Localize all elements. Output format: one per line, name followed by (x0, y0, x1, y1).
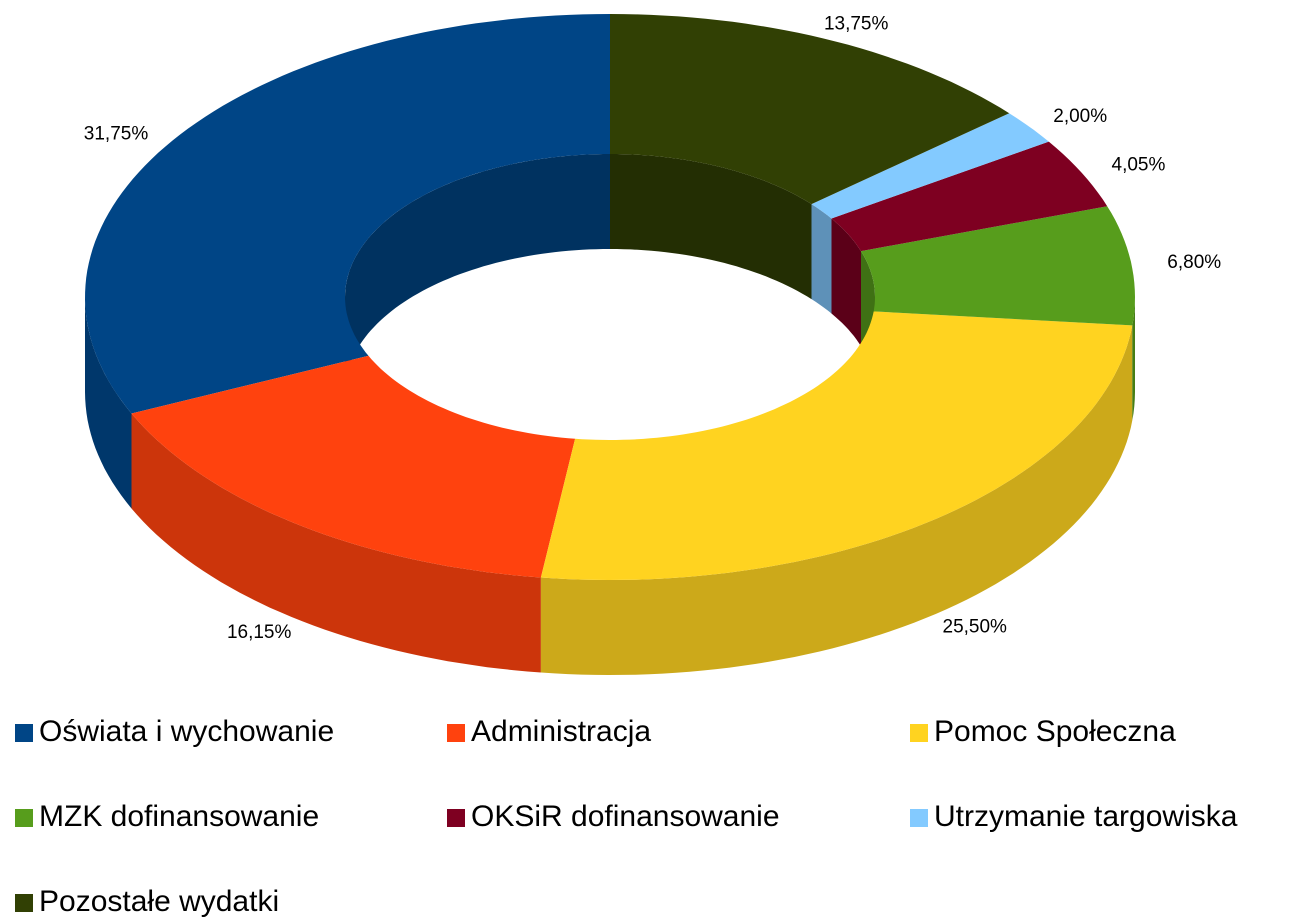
legend-swatch (15, 724, 33, 742)
slice (861, 206, 1135, 326)
inner-wall (831, 218, 861, 347)
outer-walls (85, 297, 1135, 675)
legend-swatch (15, 809, 33, 827)
top-faces (85, 14, 1135, 580)
legend-label: Pomoc Społeczna (934, 715, 1176, 748)
inner-wall (610, 154, 812, 300)
value-label: 31,75% (84, 123, 149, 144)
legend-label: Pozostałe wydatki (39, 885, 279, 918)
inner-wall (811, 204, 832, 314)
value-label: 6,80% (1167, 252, 1221, 273)
legend-label: Oświata i wychowanie (39, 715, 334, 748)
legend-swatch (447, 809, 465, 827)
outer-wall (131, 413, 541, 673)
inner-walls (345, 154, 875, 392)
legend-swatch (447, 724, 465, 742)
slice (85, 14, 610, 414)
legend-swatch (15, 894, 33, 912)
value-label: 16,15% (227, 622, 292, 643)
value-label: 13,75% (824, 14, 889, 35)
value-label: 2,00% (1053, 106, 1107, 127)
outer-wall (540, 325, 1133, 675)
inner-wall (345, 154, 610, 392)
legend-label: Administracja (471, 715, 651, 748)
legend-swatch (910, 724, 928, 742)
slice (610, 14, 1010, 205)
legend-label: Utrzymanie targowiska (934, 800, 1238, 833)
legend-label: OKSiR dofinansowanie (471, 800, 780, 833)
slice (811, 113, 1049, 219)
outer-wall (85, 297, 132, 509)
slice (540, 311, 1133, 580)
slice (131, 355, 576, 578)
value-label: 4,05% (1112, 154, 1166, 175)
value-label: 25,50% (943, 616, 1008, 637)
slice (831, 141, 1108, 252)
legend-label: MZK dofinansowanie (39, 800, 319, 833)
legend-swatch (910, 809, 928, 827)
outer-wall (1132, 297, 1135, 421)
